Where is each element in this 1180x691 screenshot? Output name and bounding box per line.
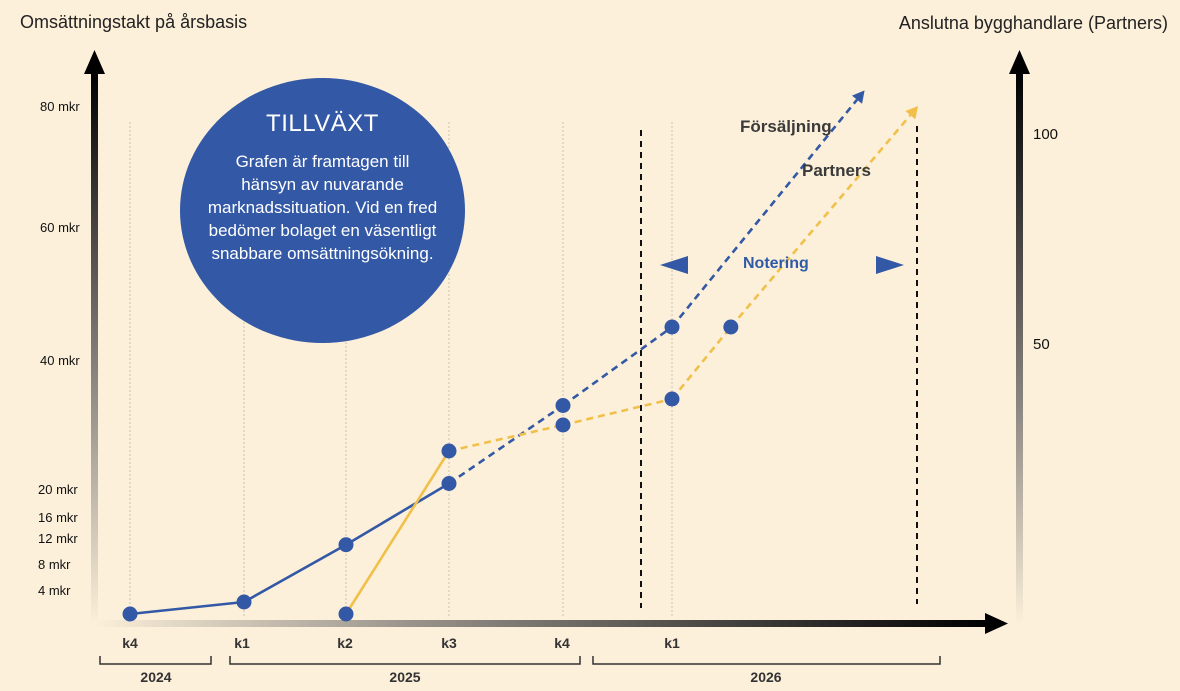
year-label: 2026 (750, 669, 782, 685)
growth-bubble: TILLVÄXT Grafen är framtagen till hänsyn… (180, 78, 465, 343)
right-axis-arrow-icon (1009, 50, 1030, 74)
series-segment-partners (562, 397, 673, 427)
x-tick-label: k1 (664, 635, 680, 651)
left-tick-label: 60 mkr (40, 220, 80, 235)
notering-left-arrow-icon (660, 256, 688, 274)
projection-line-forsaljning (670, 98, 859, 328)
projection-line-partners (729, 114, 912, 328)
notering-arrows (660, 256, 904, 274)
right-tick-label: 100 (1033, 126, 1059, 143)
period-markers (640, 126, 918, 608)
right-axis-title: Anslutna bygghandlare (Partners) (898, 13, 1168, 33)
axes (84, 50, 1030, 634)
x-tick-label: k4 (554, 635, 570, 651)
data-point-forsaljning (236, 594, 252, 610)
data-point-forsaljning (441, 476, 457, 491)
left-axis (91, 72, 98, 625)
left-tick-label: 12 mkr (38, 531, 78, 546)
gridlines (129, 122, 673, 618)
left-tick-label: 80 mkr (40, 99, 80, 114)
bubble-text: Grafen är framtagen till hänsyn av nuvar… (207, 152, 438, 263)
series-segment-forsaljning (345, 482, 450, 546)
left-tick-label: 8 mkr (38, 557, 71, 572)
series-segment-forsaljning (448, 404, 564, 485)
series-label-forsaljning: Försäljning (740, 117, 832, 136)
notering-right-arrow-icon (876, 256, 904, 274)
x-tick-label: k4 (122, 635, 138, 651)
projection-arrow-icon-partners (905, 106, 919, 120)
x-tick-label: k3 (441, 635, 457, 651)
data-point-forsaljning (664, 319, 680, 335)
year-bracket (592, 656, 941, 665)
series-segment-forsaljning (129, 600, 245, 616)
left-tick-label: 4 mkr (38, 583, 71, 598)
series-segment-partners (344, 450, 451, 615)
data-point-forsaljning (338, 537, 354, 553)
year-label: 2025 (389, 669, 421, 685)
left-axis-arrow-icon (84, 50, 105, 74)
year-brackets (99, 656, 941, 665)
left-tick-label: 40 mkr (40, 353, 80, 368)
data-point-forsaljning (555, 398, 571, 413)
series-segment-partners (448, 423, 564, 453)
year-bracket (99, 656, 212, 665)
x-tick-label: k1 (234, 635, 250, 651)
series-label-partners: Partners (802, 161, 871, 180)
year-label: 2024 (140, 669, 172, 685)
right-tick-label: 50 (1033, 336, 1050, 353)
notering-label: Notering (743, 255, 809, 272)
series-segment-forsaljning (562, 325, 673, 407)
left-axis-title: Omsättningstakt på årsbasis (20, 12, 248, 32)
x-axis (93, 620, 988, 627)
data-point-partners (664, 391, 680, 407)
data-point-partners (338, 606, 354, 622)
right-axis (1016, 72, 1023, 625)
data-point-partners (441, 443, 457, 459)
data-point-forsaljning (122, 606, 138, 622)
bubble-title: TILLVÄXT (266, 110, 379, 137)
projection-arrow-icon-forsaljning (851, 90, 865, 104)
left-tick-label: 16 mkr (38, 510, 78, 525)
data-point-partners (555, 417, 571, 433)
year-bracket (229, 656, 581, 665)
series-segment-forsaljning (243, 543, 347, 604)
x-tick-label: k2 (337, 635, 353, 651)
series-segment-partners (670, 326, 732, 400)
data-point-partners (723, 319, 739, 335)
x-axis-arrow-icon (985, 613, 1008, 634)
left-tick-label: 20 mkr (38, 482, 78, 497)
series-layer (122, 90, 919, 622)
